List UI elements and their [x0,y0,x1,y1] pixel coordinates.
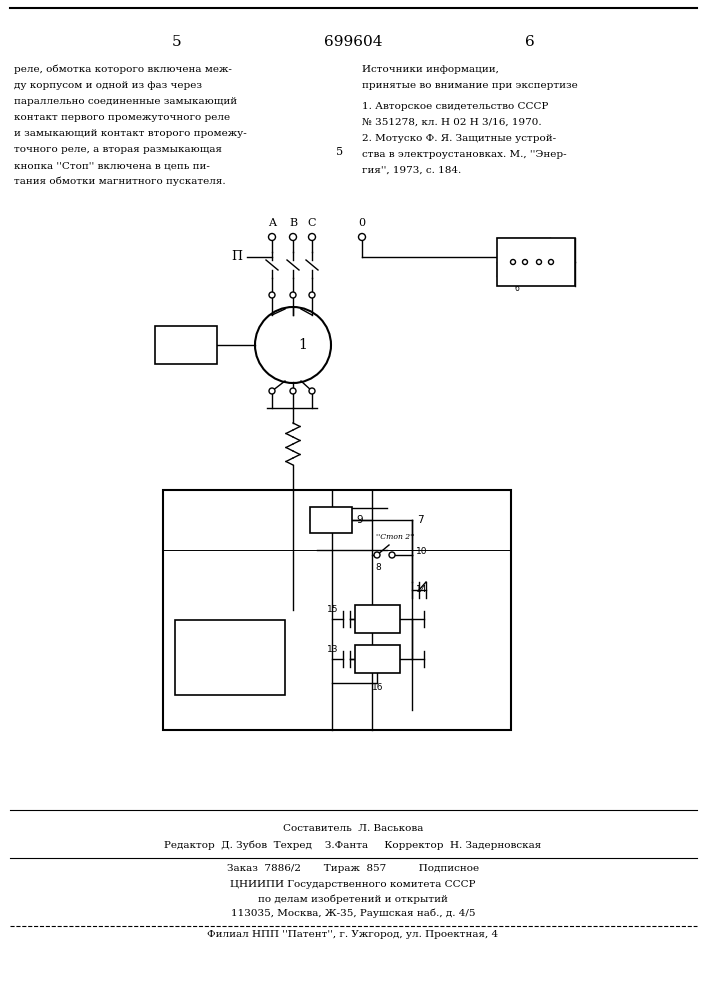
Text: ства в электроустановках. М., ''Энер-: ства в электроустановках. М., ''Энер- [362,150,566,159]
Text: 13: 13 [327,646,339,654]
Text: 15: 15 [327,605,339,614]
Text: РТ: РТ [320,515,335,525]
Circle shape [289,233,296,240]
Text: 2. Мотуско Ф. Я. Защитные устрой-: 2. Мотуско Ф. Я. Защитные устрой- [362,134,556,143]
Text: Заказ  7886/2       Тираж  857          Подписное: Заказ 7886/2 Тираж 857 Подписное [227,864,479,873]
Bar [355,605,400,633]
Circle shape [510,259,515,264]
Circle shape [269,292,275,298]
Text: 14: 14 [416,585,427,594]
Text: B: B [289,218,297,228]
Text: ''Пуск'': ''Пуск'' [509,246,537,254]
Text: ЦНИИПИ Государственного комитета СССР: ЦНИИПИ Государственного комитета СССР [230,880,476,889]
Text: Симметричная: Симметричная [192,645,268,654]
Text: 6: 6 [515,284,520,293]
Text: 4: 4 [517,245,522,254]
Circle shape [389,552,395,558]
Text: 16: 16 [372,683,383,692]
Bar [163,490,511,730]
Text: принятые во внимание при экспертизе: принятые во внимание при экспертизе [362,81,578,90]
Circle shape [537,259,542,264]
Text: 5: 5 [173,35,182,49]
Text: гия'', 1973, с. 184.: гия'', 1973, с. 184. [362,166,461,175]
Bar [155,326,217,364]
Circle shape [290,388,296,394]
Circle shape [374,552,380,558]
Text: кнопка ''Стоп'' включена в цепь пи-: кнопка ''Стоп'' включена в цепь пи- [14,161,210,170]
Text: 5: 5 [553,249,558,258]
Text: Редактор  Д. Зубов  Техред    З.Фанта     Корректор  Н. Задерновская: Редактор Д. Зубов Техред З.Фанта Коррект… [164,840,542,850]
Bar [355,645,400,673]
Text: 7: 7 [417,515,423,525]
Text: 1: 1 [298,338,308,352]
Text: 8: 8 [375,563,381,572]
Text: тания обмотки магнитного пускателя.: тания обмотки магнитного пускателя. [14,177,226,186]
Text: 2: 2 [181,338,191,352]
Text: 5: 5 [337,147,344,157]
Text: A: A [268,218,276,228]
Circle shape [269,388,275,394]
Text: 10: 10 [416,548,428,556]
Text: 9: 9 [356,515,363,525]
Bar [175,620,285,695]
Circle shape [308,233,315,240]
Text: 6: 6 [525,35,535,49]
Circle shape [549,259,554,264]
Text: 0: 0 [358,218,366,228]
Text: П: П [231,250,242,263]
Text: 3: 3 [562,255,572,269]
Circle shape [290,292,296,298]
Text: ''Стоп'': ''Стоп'' [543,246,574,254]
Text: контакт первого промежуточного реле: контакт первого промежуточного реле [14,113,230,122]
Circle shape [358,233,366,240]
Text: ''Стоп 2'': ''Стоп 2'' [376,533,414,541]
Text: 699604: 699604 [324,35,382,49]
Circle shape [309,292,315,298]
Text: № 351278, кл. H 02 H 3/16, 1970.: № 351278, кл. H 02 H 3/16, 1970. [362,118,542,127]
Text: 113035, Москва, Ж-35, Раушская наб., д. 4/5: 113035, Москва, Ж-35, Раушская наб., д. … [230,908,475,918]
Text: Филиал НПП ''Патент'', г. Ужгород, ул. Проектная, 4: Филиал НПП ''Патент'', г. Ужгород, ул. П… [207,930,498,939]
Text: ду корпусом и одной из фаз через: ду корпусом и одной из фаз через [14,81,202,90]
Text: 1. Авторское свидетельство СССР: 1. Авторское свидетельство СССР [362,102,549,111]
Circle shape [309,388,315,394]
Text: и замыкающий контакт второго промежу-: и замыкающий контакт второго промежу- [14,129,247,138]
Text: 12: 12 [370,652,385,666]
Text: нагрузка: нагрузка [209,661,251,670]
Text: 11: 11 [370,612,385,626]
Text: точного реле, а вторая размыкающая: точного реле, а вторая размыкающая [14,145,222,154]
Circle shape [269,233,276,240]
Text: параллельно соединенные замыкающий: параллельно соединенные замыкающий [14,97,237,106]
Circle shape [522,259,527,264]
Text: C: C [308,218,316,228]
Bar [497,238,575,286]
Text: Источники информации,: Источники информации, [362,65,499,74]
Bar [310,507,352,533]
Text: по делам изобретений и открытий: по делам изобретений и открытий [258,894,448,904]
Text: Составитель  Л. Васькова: Составитель Л. Васькова [283,824,423,833]
Text: реле, обмотка которого включена меж-: реле, обмотка которого включена меж- [14,65,232,75]
